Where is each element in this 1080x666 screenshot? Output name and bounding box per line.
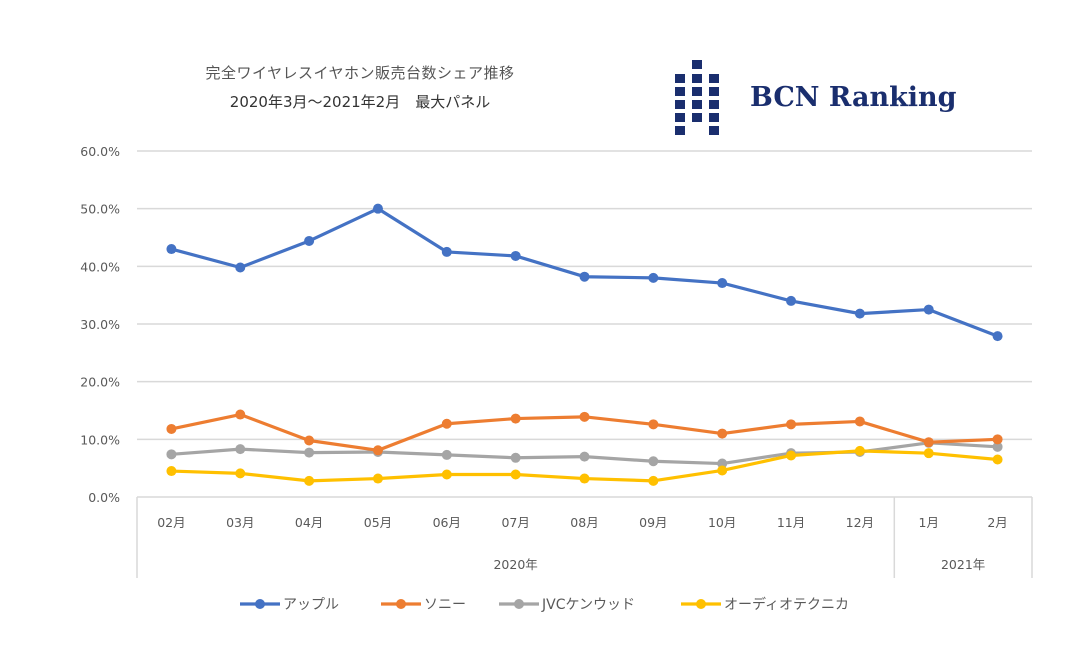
data-point	[441, 246, 452, 257]
x-tick-label: 04月	[295, 515, 323, 530]
data-point	[648, 419, 659, 430]
series-lines	[166, 203, 1003, 486]
data-point	[992, 331, 1003, 342]
gridlines	[137, 150, 1032, 498]
data-point	[786, 450, 797, 461]
legend: アップル ソニー JVCケンウッド オーディオテクニカ	[240, 596, 849, 613]
data-point	[166, 244, 177, 255]
data-point	[304, 447, 315, 458]
data-point	[441, 418, 452, 429]
legend-item: JVCケンウッド	[499, 597, 635, 613]
data-point	[166, 423, 177, 434]
y-tick-label: 30.0%	[80, 317, 120, 332]
data-point	[854, 445, 865, 456]
y-tick-label: 60.0%	[80, 144, 120, 159]
chart-title: 完全ワイヤレスイヤホン販売台数シェア推移	[205, 64, 515, 82]
data-point	[510, 413, 521, 424]
x-tick-label: 12月	[846, 515, 874, 530]
data-point	[717, 465, 728, 476]
data-point	[579, 411, 590, 422]
logo-blocks-icon	[675, 60, 719, 135]
data-point	[992, 434, 1003, 445]
x-tick-label: 11月	[777, 515, 805, 530]
data-point	[372, 473, 383, 484]
year-group-label: 2020年	[493, 557, 537, 572]
data-point	[372, 203, 383, 214]
data-point	[786, 295, 797, 306]
y-tick-label: 0.0%	[88, 490, 120, 505]
data-point	[235, 262, 246, 273]
data-point	[786, 419, 797, 430]
legend-label: アップル	[283, 597, 339, 613]
data-point	[648, 475, 659, 486]
series-0	[166, 203, 1003, 342]
data-point	[923, 448, 934, 459]
x-tick-label: 2月	[987, 515, 1007, 530]
data-point	[717, 278, 728, 289]
legend-item: ソニー	[381, 597, 466, 613]
data-point	[510, 452, 521, 463]
legend-marker-icon	[396, 599, 406, 609]
data-point	[579, 451, 590, 462]
year-group-label: 2021年	[941, 557, 985, 572]
data-point	[166, 449, 177, 460]
legend-marker-icon	[514, 599, 524, 609]
data-point	[579, 271, 590, 282]
data-point	[235, 444, 246, 455]
bcn-ranking-logo: BCN Ranking	[672, 60, 972, 140]
legend-marker-icon	[696, 599, 706, 609]
data-point	[854, 416, 865, 427]
y-tick-label: 50.0%	[80, 202, 120, 217]
data-point	[372, 445, 383, 456]
y-tick-label: 40.0%	[80, 259, 120, 274]
data-point	[717, 458, 728, 469]
data-point	[992, 441, 1003, 452]
y-axis-ticks: 0.0% 10.0% 20.0% 30.0% 40.0% 50.0% 60.0%	[80, 144, 120, 505]
x-tick-label: 10月	[708, 515, 736, 530]
series-1	[166, 409, 1003, 456]
data-point	[441, 449, 452, 460]
data-point	[166, 466, 177, 477]
x-tick-label: 07月	[501, 515, 529, 530]
data-point	[441, 469, 452, 480]
data-point	[923, 437, 934, 448]
data-point	[648, 272, 659, 283]
legend-item: アップル	[240, 597, 339, 613]
data-point	[304, 235, 315, 246]
legend-label: ソニー	[424, 597, 466, 613]
legend-label: オーディオテクニカ	[724, 596, 849, 613]
x-tick-label: 09月	[639, 515, 667, 530]
data-point	[992, 454, 1003, 465]
data-point	[717, 428, 728, 439]
logo-text: BCN Ranking	[750, 82, 957, 113]
legend-label: JVCケンウッド	[541, 597, 635, 613]
x-tick-label: 1月	[919, 515, 939, 530]
data-point	[923, 304, 934, 315]
data-point	[648, 456, 659, 467]
y-tick-label: 20.0%	[80, 375, 120, 390]
x-tick-label: 05月	[364, 515, 392, 530]
chart-subtitle: 2020年3月～2021年2月 最大パネル	[229, 93, 491, 111]
y-tick-label: 10.0%	[80, 432, 120, 447]
legend-marker-icon	[255, 599, 265, 609]
legend-item: オーディオテクニカ	[681, 596, 849, 613]
data-point	[235, 468, 246, 479]
data-point	[304, 435, 315, 446]
series-2	[166, 437, 1003, 469]
data-point	[854, 308, 865, 319]
x-axis: 02月 03月 04月 05月 06月 07月 08月 09月 10月 11月 12月 1月 2月 202…	[136, 497, 1033, 578]
x-tick-label: 02月	[157, 515, 185, 530]
data-point	[510, 469, 521, 480]
data-point	[235, 409, 246, 420]
x-tick-label: 08月	[570, 515, 598, 530]
x-tick-label: 03月	[226, 515, 254, 530]
data-point	[579, 473, 590, 484]
data-point	[304, 475, 315, 486]
x-tick-label: 06月	[433, 515, 461, 530]
series-3	[166, 445, 1003, 486]
data-point	[510, 250, 521, 261]
